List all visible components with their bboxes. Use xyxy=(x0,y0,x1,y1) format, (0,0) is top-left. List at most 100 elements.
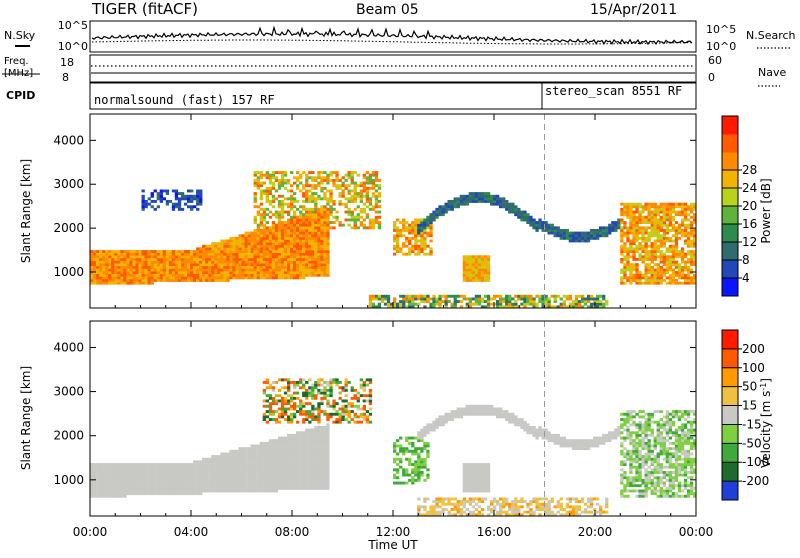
velocity-cell xyxy=(423,463,426,466)
power-cell xyxy=(684,263,687,266)
velocity-cell xyxy=(245,476,248,479)
velocity-cell xyxy=(281,471,284,474)
power-cell xyxy=(190,279,193,282)
power-cell xyxy=(620,253,623,256)
velocity-cell xyxy=(269,439,272,442)
power-cell xyxy=(254,269,257,272)
velocity-cell xyxy=(290,421,293,424)
velocity-cell xyxy=(296,445,299,448)
power-cell xyxy=(205,250,208,253)
power-cell xyxy=(96,282,99,285)
power-cell xyxy=(578,232,581,235)
velocity-cell xyxy=(139,482,142,485)
power-cell xyxy=(302,234,305,237)
velocity-cell xyxy=(293,405,296,408)
velocity-cell xyxy=(178,466,181,469)
velocity-cell xyxy=(217,466,220,469)
velocity-cell xyxy=(339,421,342,424)
velocity-cell xyxy=(187,463,190,466)
power-cell xyxy=(687,271,690,274)
velocity-cell xyxy=(326,405,329,408)
velocity-cell xyxy=(317,408,320,411)
power-cell xyxy=(463,298,466,301)
power-cell xyxy=(651,276,654,279)
power-cell xyxy=(290,203,293,206)
power-cell xyxy=(220,255,223,258)
power-cell xyxy=(305,221,308,224)
power-cell xyxy=(263,208,266,211)
power-cell xyxy=(660,237,663,240)
power-cell xyxy=(654,234,657,237)
power-cell xyxy=(169,271,172,274)
power-cell xyxy=(672,226,675,229)
velocity-cell xyxy=(169,476,172,479)
velocity-cell xyxy=(308,463,311,466)
power-cell xyxy=(251,271,254,274)
velocity-cell xyxy=(317,450,320,453)
power-cell xyxy=(326,274,329,277)
velocity-cell xyxy=(93,476,96,479)
power-cell xyxy=(290,271,293,274)
power-cell xyxy=(423,247,426,250)
power-cell xyxy=(275,234,278,237)
power-cell xyxy=(426,295,429,298)
velocity-cell xyxy=(305,397,308,400)
power-cell xyxy=(690,258,693,261)
velocity-cell xyxy=(299,437,302,440)
power-cell xyxy=(687,261,690,264)
power-cell xyxy=(287,197,290,200)
velocity-cell xyxy=(220,479,223,482)
power-cell xyxy=(429,234,432,237)
velocity-cell xyxy=(311,447,314,450)
velocity-cell xyxy=(187,487,190,490)
velocity-cell xyxy=(266,453,269,456)
velocity-cell xyxy=(293,482,296,485)
power-cell xyxy=(251,263,254,266)
velocity-cell xyxy=(354,415,357,418)
velocity-cell xyxy=(214,455,217,458)
velocity-cell xyxy=(269,402,272,405)
power-cell xyxy=(445,300,448,303)
power-cell xyxy=(196,253,199,256)
velocity-cell xyxy=(114,490,117,493)
velocity-cell xyxy=(423,500,426,503)
power-cell xyxy=(284,263,287,266)
power-cell xyxy=(96,255,99,258)
power-cell xyxy=(642,229,645,232)
power-cell xyxy=(260,247,263,250)
velocity-cell xyxy=(278,415,281,418)
power-cell xyxy=(669,279,672,282)
power-cell xyxy=(620,250,623,253)
power-cell xyxy=(278,269,281,272)
power-cell xyxy=(317,250,320,253)
power-cell xyxy=(111,258,114,261)
velocity-cell xyxy=(272,402,275,405)
power-cell xyxy=(226,266,229,269)
power-cell xyxy=(217,242,220,245)
velocity-cell xyxy=(296,442,299,445)
power-cell xyxy=(275,269,278,272)
power-cell xyxy=(690,211,693,214)
power-cell xyxy=(142,255,145,258)
power-cell xyxy=(620,282,623,285)
velocity-cell xyxy=(323,482,326,485)
velocity-cell xyxy=(248,463,251,466)
velocity-cell xyxy=(217,490,220,493)
power-cell xyxy=(487,266,490,269)
velocity-cell xyxy=(293,445,296,448)
power-cell xyxy=(445,205,448,208)
power-cell xyxy=(342,182,345,185)
power-cell xyxy=(102,266,105,269)
velocity-cell xyxy=(96,495,99,498)
power-cell xyxy=(136,261,139,264)
power-cell xyxy=(475,276,478,279)
power-cell xyxy=(454,205,457,208)
power-cell xyxy=(278,182,281,185)
power-cell xyxy=(593,298,596,301)
velocity-cell xyxy=(254,466,257,469)
power-cell xyxy=(290,242,293,245)
velocity-cell xyxy=(139,479,142,482)
power-cell xyxy=(214,258,217,261)
velocity-cell xyxy=(290,447,293,450)
power-cell xyxy=(538,221,541,224)
